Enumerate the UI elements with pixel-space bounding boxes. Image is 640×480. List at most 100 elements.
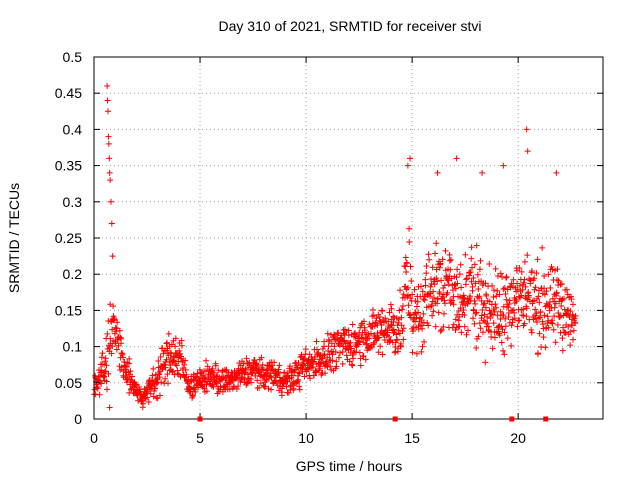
- data-point: [105, 133, 112, 140]
- data-point: [419, 288, 426, 295]
- data-point: [489, 282, 496, 289]
- data-point: [430, 294, 437, 301]
- data-point: [298, 353, 305, 360]
- data-point: [506, 297, 513, 304]
- data-point: [483, 292, 490, 299]
- data-point: [255, 363, 262, 370]
- data-point: [327, 363, 334, 370]
- data-point: [176, 347, 183, 354]
- data-point: [402, 283, 409, 290]
- data-point: [189, 392, 196, 399]
- data-point: [438, 277, 445, 284]
- data-point: [296, 383, 303, 390]
- data-point: [182, 366, 189, 373]
- data-point: [521, 258, 528, 265]
- data-point: [513, 298, 520, 305]
- data-point: [388, 322, 395, 329]
- y-tick-label: 0.25: [55, 230, 82, 246]
- baseline-markers: [197, 416, 549, 422]
- data-point: [349, 321, 356, 328]
- data-point: [132, 381, 139, 388]
- y-tick-label: 0: [74, 411, 82, 427]
- data-point: [500, 285, 507, 292]
- data-point: [322, 370, 329, 377]
- data-point: [213, 380, 220, 387]
- data-point: [469, 264, 476, 271]
- data-point: [318, 359, 325, 366]
- data-point: [189, 392, 196, 399]
- data-point: [163, 340, 170, 347]
- data-point: [109, 253, 116, 260]
- y-tick-label: 0.45: [55, 85, 82, 101]
- data-point: [461, 311, 468, 318]
- data-point: [168, 341, 175, 348]
- data-point: [422, 282, 429, 289]
- data-point: [278, 392, 285, 399]
- data-point: [491, 308, 498, 315]
- data-point: [520, 306, 527, 313]
- data-point: [404, 293, 411, 300]
- data-point: [551, 313, 558, 320]
- x-tick-label: 20: [510, 430, 526, 446]
- data-point: [343, 352, 350, 359]
- data-point: [110, 303, 117, 310]
- data-point: [466, 270, 473, 277]
- data-point: [520, 279, 527, 286]
- data-point: [469, 315, 476, 322]
- data-point: [417, 283, 424, 290]
- data-point: [102, 368, 109, 375]
- data-point: [156, 374, 163, 381]
- data-point: [312, 367, 319, 374]
- data-point: [307, 375, 314, 382]
- data-point: [482, 280, 489, 287]
- data-point: [290, 385, 297, 392]
- data-point: [396, 307, 403, 314]
- data-point: [445, 281, 452, 288]
- data-point: [434, 169, 441, 176]
- data-point: [287, 363, 294, 370]
- data-point: [328, 340, 335, 347]
- data-point: [226, 386, 233, 393]
- data-point: [329, 357, 336, 364]
- data-point: [164, 371, 171, 378]
- data-point: [504, 335, 511, 342]
- data-point: [570, 327, 577, 334]
- data-point: [473, 242, 480, 249]
- data-point: [392, 349, 399, 356]
- data-point: [203, 388, 210, 395]
- data-point: [178, 337, 185, 344]
- data-point: [474, 271, 481, 278]
- data-point: [268, 386, 275, 393]
- data-point: [309, 364, 316, 371]
- data-point: [413, 350, 420, 357]
- y-tick-label: 0.4: [63, 121, 83, 137]
- data-point: [123, 363, 130, 370]
- data-point: [511, 309, 518, 316]
- data-point: [113, 325, 120, 332]
- data-point: [337, 335, 344, 342]
- data-point: [233, 385, 240, 392]
- data-point: [482, 359, 489, 366]
- data-point: [284, 378, 291, 385]
- data-point: [493, 293, 500, 300]
- data-point: [468, 255, 475, 262]
- data-point: [109, 343, 116, 350]
- data-point: [116, 327, 123, 334]
- data-point: [96, 391, 103, 398]
- data-point: [360, 352, 367, 359]
- data-point: [165, 330, 172, 337]
- data-point: [390, 313, 397, 320]
- data-point: [345, 332, 352, 339]
- data-point: [275, 370, 282, 377]
- x-axis-label: GPS time / hours: [296, 458, 403, 474]
- data-point: [480, 317, 487, 324]
- data-point: [325, 343, 332, 350]
- data-point: [470, 274, 477, 281]
- data-point: [496, 332, 503, 339]
- data-point: [441, 297, 448, 304]
- data-point: [101, 373, 108, 380]
- data-point: [294, 378, 301, 385]
- data-point: [512, 296, 519, 303]
- data-point: [400, 325, 407, 332]
- data-point: [174, 370, 181, 377]
